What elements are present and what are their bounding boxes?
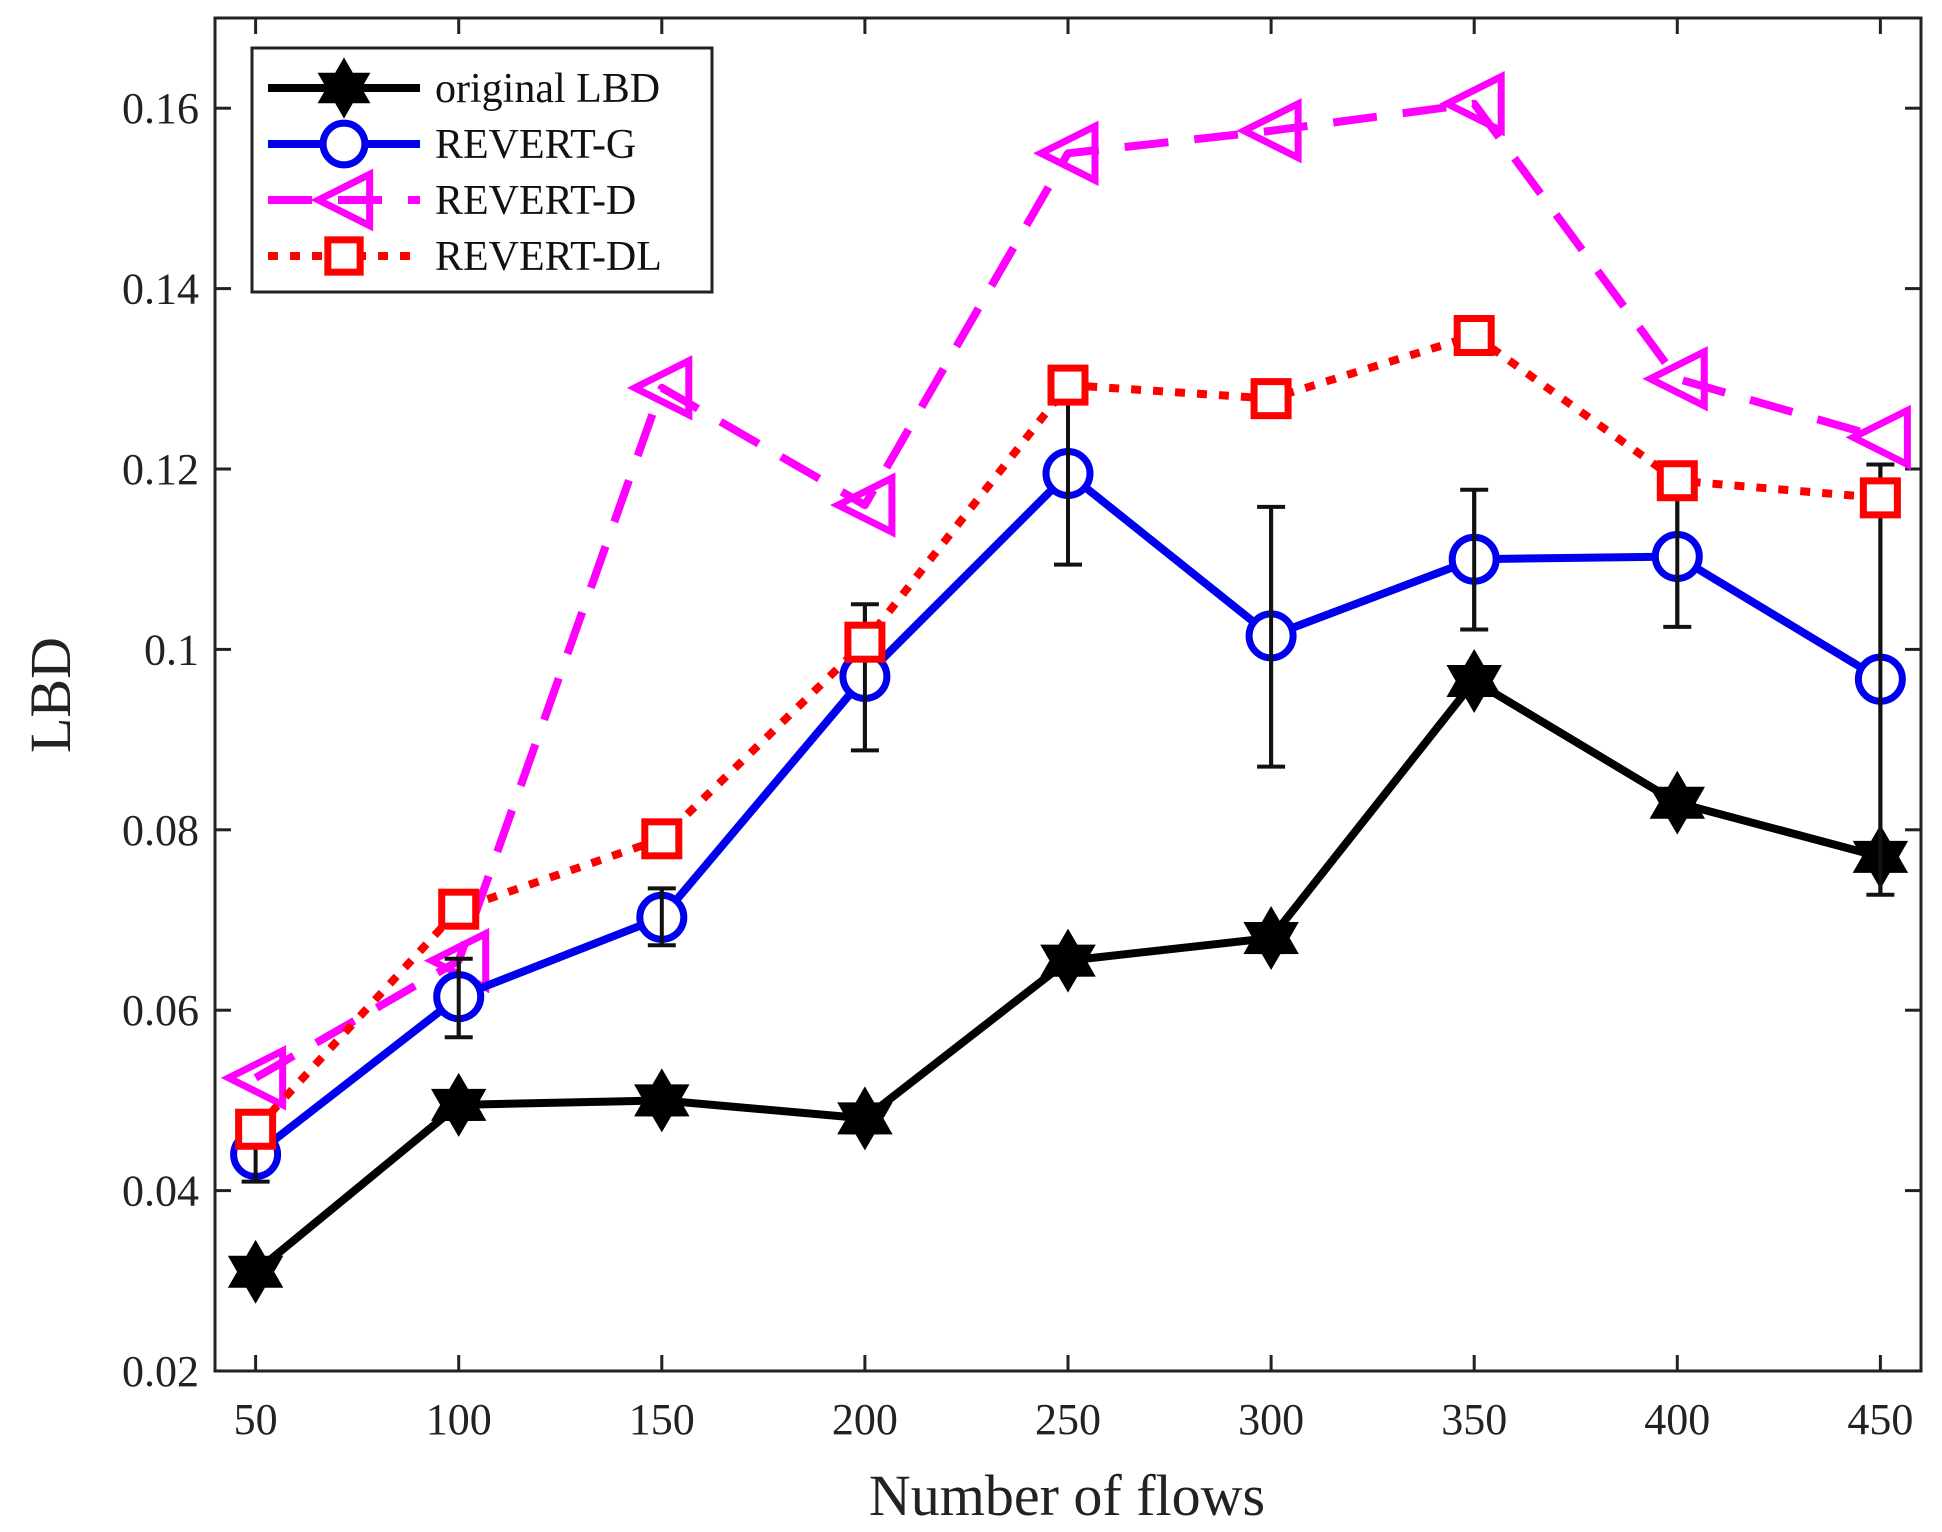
y-tick-label: 0.12 [122,445,199,494]
series-marker [837,1086,893,1151]
series-marker [1047,364,1089,406]
series-line [253,99,1882,1082]
series-marker [1453,315,1495,357]
series-marker [310,168,374,232]
series-revert-d [220,71,1911,1111]
legend-item: original LBD [268,57,660,119]
series-marker [1033,120,1099,186]
series-marker [844,621,886,663]
series-marker [438,888,480,930]
y-tick-label: 0.14 [122,265,199,314]
series-marker [1236,98,1302,164]
series-revert-g [230,385,1906,1184]
y-axis-title: LBD [18,637,83,753]
series-marker [1649,770,1706,835]
y-tick-label: 0.04 [122,1167,199,1216]
legend: original LBD REVERT-G REVERT-D REVERT-DL [250,46,714,294]
series-marker [634,1068,690,1133]
series-marker [1656,460,1698,502]
x-tick-label: 150 [629,1395,695,1444]
x-tick-label: 50 [234,1395,278,1444]
x-axis-title: Number of flows [869,1463,1265,1528]
series-revert-dl [235,315,1901,1150]
series-marker [324,236,364,276]
legend-item: REVERT-D [268,168,636,232]
axis-ticks [215,18,1921,1373]
series-marker [1439,71,1505,137]
legend-label: REVERT-G [435,122,636,168]
x-tick-label: 400 [1644,1395,1710,1444]
x-tick-label: 450 [1847,1395,1913,1444]
series-marker [626,355,693,421]
x-tick-label: 350 [1441,1395,1507,1444]
series-marker [317,57,371,119]
series-marker [220,1045,287,1111]
y-tick-labels: 0.02 0.04 0.06 0.08 0.1 0.12 0.14 0.16 [122,84,199,1396]
series-marker [830,472,896,538]
series-marker [1642,346,1708,412]
legend-item: REVERT-DL [268,234,662,280]
series-marker [1446,649,1502,713]
series-marker [1040,928,1096,993]
y-tick-label: 0.02 [122,1347,199,1396]
y-tick-label: 0.06 [122,986,199,1035]
series-marker [227,1239,284,1304]
legend-item: REVERT-G [268,119,636,169]
y-tick-label: 0.08 [122,806,199,855]
y-tick-label: 0.16 [122,84,199,133]
series-layer [220,71,1911,1304]
y-tick-label: 0.1 [144,625,199,674]
series-marker [1859,477,1901,519]
x-tick-label: 250 [1035,1395,1101,1444]
legend-label: REVERT-D [435,178,636,224]
x-tick-label: 300 [1238,1395,1304,1444]
series-marker [430,1072,487,1137]
legend-label: REVERT-DL [435,234,662,280]
x-tick-labels: 50 100 150 200 250 300 350 400 450 [234,1395,1914,1444]
legend-label: original LBD [435,66,660,112]
series-marker [235,1108,277,1150]
series-marker [1845,404,1911,471]
series-original-lbd [227,649,1909,1304]
x-tick-label: 100 [426,1395,492,1444]
series-marker [1243,906,1299,970]
series-marker [641,818,683,860]
x-tick-label: 200 [832,1395,898,1444]
series-marker [1250,378,1292,420]
series-marker [319,119,369,169]
